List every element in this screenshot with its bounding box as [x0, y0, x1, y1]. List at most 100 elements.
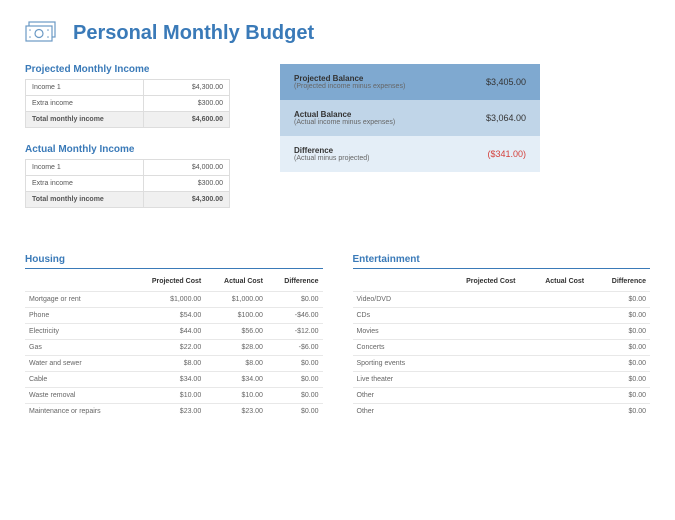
entertainment-category: Entertainment Projected CostActual CostD… — [353, 254, 651, 419]
balance-value: ($341.00) — [487, 149, 526, 159]
table-row: Electricity$44.00$56.00-$12.00 — [25, 324, 323, 340]
column-header — [353, 275, 436, 292]
actual-cost: $23.00 — [205, 404, 267, 420]
balance-value: $3,405.00 — [486, 77, 526, 87]
projected-income-title: Projected Monthly Income — [25, 64, 230, 75]
actual-income-table: Income 1$4,000.00Extra income$300.00Tota… — [25, 159, 230, 208]
money-icon — [25, 20, 59, 46]
difference: -$6.00 — [267, 340, 323, 356]
income-label: Extra income — [26, 176, 144, 192]
income-total-value: $4,300.00 — [144, 192, 230, 208]
income-value: $300.00 — [144, 96, 230, 112]
income-label: Income 1 — [26, 80, 144, 96]
table-header-row: Projected CostActual CostDifference — [25, 275, 323, 292]
table-row: Concerts$0.00 — [353, 340, 651, 356]
top-section: Projected Monthly Income Income 1$4,300.… — [25, 64, 650, 224]
balance-summary: Projected Balance(Projected income minus… — [280, 64, 540, 224]
projected-cost — [435, 308, 519, 324]
projected-cost — [435, 404, 519, 420]
difference: $0.00 — [588, 340, 650, 356]
actual-cost: $8.00 — [205, 356, 267, 372]
table-row: Mortgage or rent$1,000.00$1,000.00$0.00 — [25, 292, 323, 308]
difference: $0.00 — [588, 292, 650, 308]
difference: $0.00 — [588, 388, 650, 404]
projected-cost — [435, 356, 519, 372]
projected-cost: $8.00 — [130, 356, 206, 372]
actual-cost — [519, 356, 588, 372]
column-header: Actual Cost — [519, 275, 588, 292]
actual-cost: $100.00 — [205, 308, 267, 324]
actual-cost — [519, 388, 588, 404]
table-row: Other $0.00 — [353, 388, 651, 404]
actual-income-title: Actual Monthly Income — [25, 144, 230, 155]
table-row: Live theater$0.00 — [353, 372, 651, 388]
actual-cost: $56.00 — [205, 324, 267, 340]
page-title: Personal Monthly Budget — [73, 22, 314, 45]
projected-income-table: Income 1$4,300.00Extra income$300.00Tota… — [25, 79, 230, 128]
difference: -$46.00 — [267, 308, 323, 324]
table-row: Waste removal$10.00$10.00$0.00 — [25, 388, 323, 404]
difference: $0.00 — [267, 404, 323, 420]
balance-row: Difference(Actual minus projected) ($341.… — [280, 136, 540, 172]
income-row: Income 1$4,000.00 — [26, 160, 230, 176]
column-header: Projected Cost — [130, 275, 206, 292]
balance-row: Projected Balance(Projected income minus… — [280, 64, 540, 100]
difference: $0.00 — [267, 388, 323, 404]
income-row: Extra income$300.00 — [26, 96, 230, 112]
table-row: CDs $0.00 — [353, 308, 651, 324]
column-header: Difference — [267, 275, 323, 292]
table-header-row: Projected CostActual CostDifference — [353, 275, 651, 292]
actual-cost — [519, 404, 588, 420]
projected-cost: $54.00 — [130, 308, 206, 324]
actual-cost: $28.00 — [205, 340, 267, 356]
row-label: Sporting events — [353, 356, 436, 372]
row-label: CDs — [353, 308, 436, 324]
actual-cost: $34.00 — [205, 372, 267, 388]
income-row: Extra income$300.00 — [26, 176, 230, 192]
difference: $0.00 — [588, 356, 650, 372]
row-label: Other — [353, 388, 436, 404]
balance-value: $3,064.00 — [486, 113, 526, 123]
table-row: Water and sewer$8.00$8.00$0.00 — [25, 356, 323, 372]
balance-row: Actual Balance(Actual income minus expen… — [280, 100, 540, 136]
balance-label: Difference(Actual minus projected) — [294, 146, 369, 162]
row-label: Electricity — [25, 324, 130, 340]
projected-cost — [435, 292, 519, 308]
difference: $0.00 — [588, 308, 650, 324]
balance-label: Projected Balance(Projected income minus… — [294, 74, 405, 90]
column-header: Difference — [588, 275, 650, 292]
projected-cost — [435, 388, 519, 404]
column-header: Actual Cost — [205, 275, 267, 292]
column-header: Projected Cost — [435, 275, 519, 292]
page-header: Personal Monthly Budget — [25, 20, 650, 46]
income-value: $300.00 — [144, 176, 230, 192]
income-total-label: Total monthly income — [26, 192, 144, 208]
projected-cost — [435, 372, 519, 388]
income-label: Extra income — [26, 96, 144, 112]
projected-cost: $1,000.00 — [130, 292, 206, 308]
projected-cost: $22.00 — [130, 340, 206, 356]
balance-label: Actual Balance(Actual income minus expen… — [294, 110, 395, 126]
row-label: Mortgage or rent — [25, 292, 130, 308]
row-label: Other — [353, 404, 436, 420]
actual-cost — [519, 308, 588, 324]
housing-title: Housing — [25, 254, 323, 269]
table-row: Phone$54.00$100.00-$46.00 — [25, 308, 323, 324]
row-label: Cable — [25, 372, 130, 388]
projected-cost — [435, 324, 519, 340]
row-label: Maintenance or repairs — [25, 404, 130, 420]
table-row: Movies$0.00 — [353, 324, 651, 340]
row-label: Live theater — [353, 372, 436, 388]
income-column: Projected Monthly Income Income 1$4,300.… — [25, 64, 230, 224]
actual-cost — [519, 292, 588, 308]
row-label: Water and sewer — [25, 356, 130, 372]
housing-table: Projected CostActual CostDifferenceMortg… — [25, 275, 323, 419]
row-label: Phone — [25, 308, 130, 324]
projected-cost: $34.00 — [130, 372, 206, 388]
housing-category: Housing Projected CostActual CostDiffere… — [25, 254, 323, 419]
table-row: Video/DVD$0.00 — [353, 292, 651, 308]
income-total-row: Total monthly income$4,600.00 — [26, 112, 230, 128]
entertainment-title: Entertainment — [353, 254, 651, 269]
difference: $0.00 — [267, 372, 323, 388]
table-row: Sporting events $0.00 — [353, 356, 651, 372]
